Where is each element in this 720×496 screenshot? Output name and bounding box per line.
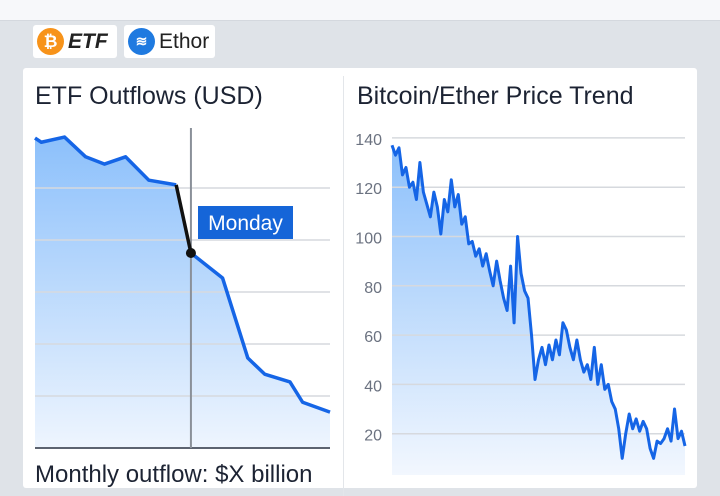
y-tick-label: 20	[364, 428, 382, 445]
monday-drop-segment	[174, 184, 193, 254]
etf-badge[interactable]: ₿ ETF	[33, 25, 117, 58]
left-chart-title: ETF Outflows (USD)	[35, 82, 263, 110]
right-series-line	[390, 144, 687, 460]
ethor-badge-label: Ethor	[159, 29, 210, 53]
bitcoin-icon: ₿	[37, 28, 64, 55]
y-tick-label: 120	[355, 181, 382, 198]
left-series-line	[34, 135, 177, 187]
panel-divider	[343, 76, 344, 496]
ethor-badge[interactable]: ≋ Ethor	[124, 25, 215, 58]
monday-data-point	[185, 248, 196, 258]
charts-svg: Monday 20 40 60 80 100 120 140	[34, 128, 687, 475]
left-series-line	[189, 251, 331, 414]
ethor-layers-icon: ≋	[128, 28, 155, 55]
y-tick-label: 40	[364, 378, 382, 395]
right-chart-title: Bitcoin/Ether Price Trend	[357, 82, 634, 110]
page-header	[0, 0, 720, 21]
y-tick-label: 80	[364, 280, 382, 297]
y-tick-label: 60	[364, 329, 382, 346]
y-tick-label: 100	[355, 231, 382, 248]
y-tick-label: 140	[355, 132, 382, 149]
etf-badge-label: ETF	[68, 29, 108, 53]
monday-label: Monday	[208, 212, 283, 235]
monday-label-box	[198, 206, 293, 239]
